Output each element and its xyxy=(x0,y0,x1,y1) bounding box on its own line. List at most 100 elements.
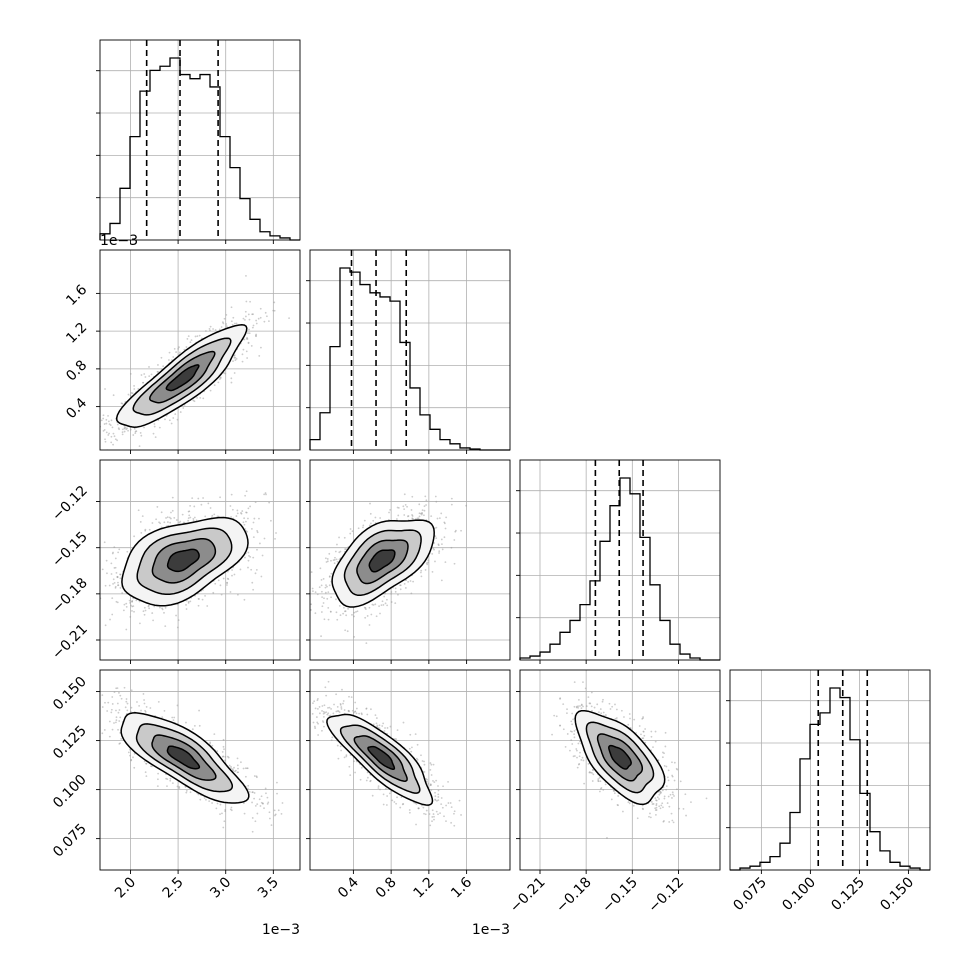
scatter-point xyxy=(123,430,126,433)
scatter-point xyxy=(169,779,172,782)
scatter-point xyxy=(236,771,239,774)
scatter-point xyxy=(254,501,257,504)
scatter-point xyxy=(412,580,415,583)
scatter-point xyxy=(179,520,182,523)
scatter-point xyxy=(244,767,247,770)
scatter-point xyxy=(236,509,239,512)
scatter-point xyxy=(342,612,345,615)
scatter-point xyxy=(143,606,146,609)
scatter-point xyxy=(152,432,155,435)
scatter-point xyxy=(209,507,212,509)
scatter-point xyxy=(347,607,349,610)
scatter-point xyxy=(216,750,219,753)
scatter-point xyxy=(196,396,198,399)
scatter-point xyxy=(166,516,169,519)
scatter-point xyxy=(135,599,138,602)
scatter-point xyxy=(218,328,221,331)
density-fill xyxy=(166,364,199,391)
scatter-point xyxy=(338,551,341,554)
scatter-point xyxy=(131,610,133,612)
scatter-point xyxy=(102,414,105,417)
histogram-bin xyxy=(550,644,560,660)
scatter-point xyxy=(225,313,228,316)
scatter-point xyxy=(119,573,121,576)
scatter-point xyxy=(353,611,356,614)
scatter-point xyxy=(430,515,433,517)
scatter-point xyxy=(97,441,99,443)
scatter-point xyxy=(189,341,192,344)
scatter-point xyxy=(322,577,325,580)
scatter-point xyxy=(163,611,165,614)
histogram-bin xyxy=(650,585,660,660)
scatter-point xyxy=(251,817,254,819)
scatter-point xyxy=(248,318,251,321)
scatter-point xyxy=(233,372,236,374)
scatter-point xyxy=(265,315,268,318)
scatter-point xyxy=(263,320,266,323)
scatter-point xyxy=(323,618,326,621)
scatter-point xyxy=(127,429,129,432)
scatter-point xyxy=(153,423,156,425)
scatter-point xyxy=(111,597,114,600)
scatter-point xyxy=(144,376,147,378)
scatter-point xyxy=(310,603,313,606)
scatter-point xyxy=(78,457,80,459)
scatter-point xyxy=(143,613,146,616)
scatter-point xyxy=(190,339,193,342)
scatter-point xyxy=(168,419,171,422)
scatter-point xyxy=(231,574,233,577)
scatter-point xyxy=(211,744,214,747)
scatter-point xyxy=(453,539,456,541)
scatter-point xyxy=(224,372,227,375)
scatter-point xyxy=(248,328,250,331)
scatter-point xyxy=(288,581,290,583)
scatter-point xyxy=(94,712,96,714)
histogram-bin xyxy=(570,620,580,660)
scatter-point xyxy=(221,321,224,324)
scatter-point xyxy=(419,571,422,574)
scatter-point xyxy=(263,537,266,540)
scatter-point xyxy=(175,614,177,617)
scatter-point xyxy=(223,317,226,320)
scatter-point xyxy=(226,582,228,584)
scatter-point xyxy=(92,449,94,451)
scatter-point xyxy=(324,557,327,560)
scatter-point xyxy=(117,427,120,430)
contour-line xyxy=(151,538,217,584)
scatter-point xyxy=(330,572,333,575)
scatter-point xyxy=(440,538,443,541)
scatter-point xyxy=(259,307,262,310)
scatter-point xyxy=(324,586,327,589)
scatter-point xyxy=(194,335,197,338)
scatter-point xyxy=(242,767,245,770)
scatter-point xyxy=(314,591,317,594)
scatter-point xyxy=(155,518,158,521)
scatter-point xyxy=(252,521,255,524)
scatter-point xyxy=(394,602,397,605)
histogram-bin xyxy=(420,415,430,450)
scatter-point xyxy=(148,375,151,378)
scatter-point xyxy=(212,591,215,594)
scatter-point xyxy=(355,610,357,613)
scatter-point xyxy=(137,509,140,512)
scatter-point xyxy=(142,381,145,384)
scatter-point xyxy=(244,315,247,318)
scatter-point xyxy=(85,442,87,444)
scatter-point xyxy=(148,607,151,610)
scatter-point xyxy=(245,520,247,523)
scatter-panel-0-3 xyxy=(94,669,301,874)
scatter-point xyxy=(273,309,276,312)
scatter-point xyxy=(125,628,128,631)
histogram-bin xyxy=(680,654,690,660)
histogram-bin xyxy=(600,541,610,660)
scatter-point xyxy=(160,511,163,514)
scatter-point xyxy=(209,329,211,332)
scatter-point xyxy=(188,510,191,513)
scatter-point xyxy=(151,522,154,524)
scatter-point xyxy=(177,619,180,622)
scatter-point xyxy=(338,604,341,607)
scatter-point xyxy=(139,521,142,523)
scatter-point xyxy=(231,569,233,571)
scatter-point xyxy=(116,439,119,442)
scatter-point xyxy=(126,709,129,712)
